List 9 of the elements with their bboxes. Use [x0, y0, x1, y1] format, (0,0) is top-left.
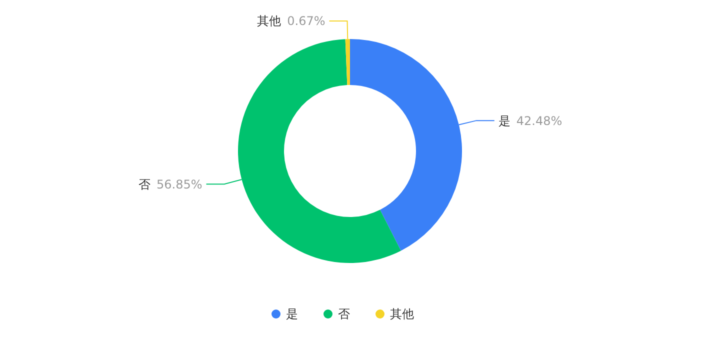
slice-label: 是	[498, 114, 510, 128]
data-label: 0.67%	[287, 14, 326, 28]
slice-label: 否	[138, 177, 151, 192]
slice-label: 其他	[257, 14, 282, 28]
legend-label: 否	[338, 307, 350, 322]
legend-label: 是	[286, 307, 298, 322]
data-label: 42.48%	[516, 114, 562, 128]
data-label: 56.85%	[156, 177, 202, 192]
legend-label: 其他	[390, 307, 414, 322]
